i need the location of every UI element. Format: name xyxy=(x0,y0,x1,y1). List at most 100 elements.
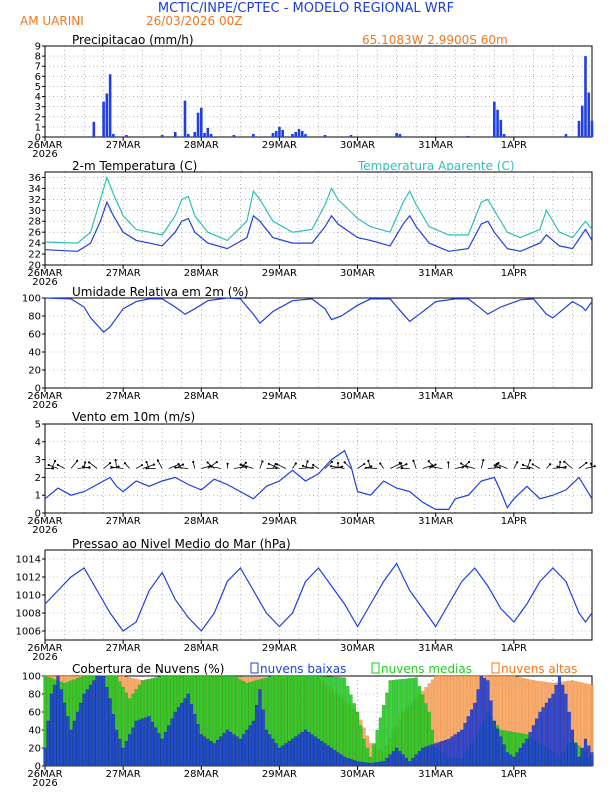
cloud-bar-nuvens-baixas xyxy=(316,738,321,767)
cloud-bar-nuvens-baixas xyxy=(476,689,480,767)
x-tick-sublabel: 2026 xyxy=(32,778,57,789)
cloud-bar-nuvens-baixas xyxy=(163,732,168,767)
cloud-bar-nuvens-baixas xyxy=(453,734,457,767)
cloud-bar-nuvens-baixas xyxy=(284,743,288,767)
x-tick-sublabel: 2026 xyxy=(32,277,57,288)
cloud-bar-nuvens-baixas xyxy=(167,725,171,767)
y-tick-label: 5 xyxy=(35,82,41,93)
cloud-bar-nuvens-baixas xyxy=(522,743,526,767)
x-tick-sublabel: 2026 xyxy=(32,149,57,160)
x-tick-sublabel: 2026 xyxy=(32,400,57,411)
y-tick-label: 9 xyxy=(35,42,41,53)
cloud-bar-nuvens-baixas xyxy=(287,741,291,767)
wind-arrow-head xyxy=(152,463,156,466)
wind-arrow-head xyxy=(261,460,264,463)
wind-arrow xyxy=(168,464,179,469)
wind-arrow-head xyxy=(329,465,333,468)
y-tick-label: 4 xyxy=(35,92,41,103)
cloud-bar-nuvens-baixas xyxy=(375,762,379,767)
cloud-bar-nuvens-baixas xyxy=(147,716,151,767)
cloud-bar-nuvens-medias xyxy=(352,703,356,767)
cloud-bar-nuvens-baixas xyxy=(466,716,470,767)
cloud-bar-nuvens-baixas xyxy=(365,762,369,767)
precip-bar xyxy=(466,135,470,137)
precip-bar xyxy=(493,101,496,137)
cloud-bar-nuvens-medias xyxy=(404,678,408,767)
cloud-bar-nuvens-baixas xyxy=(242,734,246,767)
cloud-bar-nuvens-baixas xyxy=(561,684,565,767)
y-tick-label: 2 xyxy=(35,473,41,484)
cloud-bar-nuvens-medias xyxy=(401,679,405,767)
x-tick-label: 29MAR xyxy=(262,140,297,151)
wind-arrow xyxy=(305,461,308,469)
wind-arrow-head xyxy=(367,459,370,462)
precip-bar xyxy=(183,100,187,137)
cloud-bar-nuvens-baixas xyxy=(414,754,418,767)
wind-arrow-head xyxy=(276,463,279,466)
wind-arrow-head xyxy=(51,467,55,470)
x-tick-label: 1APR xyxy=(501,643,527,654)
y-tick-label: 3 xyxy=(35,102,41,113)
wind-arrow-head xyxy=(467,460,471,464)
wind-arrow-head xyxy=(174,466,177,469)
cloud-bar-nuvens-baixas xyxy=(531,725,535,767)
cloud-bar-nuvens-medias xyxy=(356,711,360,767)
cloud-bar-nuvens-baixas xyxy=(535,718,539,767)
precip-title: Precipitacao (mm/h) xyxy=(72,33,194,47)
x-tick-label: 28MAR xyxy=(184,268,219,279)
wind-arrow xyxy=(124,462,130,469)
wind-arrow xyxy=(157,460,163,469)
wind-arrow-head xyxy=(363,462,366,466)
cloud-bar-nuvens-baixas xyxy=(437,742,441,767)
precip-bar xyxy=(125,134,128,137)
x-tick-label: 28MAR xyxy=(184,769,219,780)
wind-arrow xyxy=(367,460,371,469)
cloud-bar-nuvens-baixas xyxy=(232,734,236,767)
y-tick-label: 0 xyxy=(35,509,41,520)
cloud-bar-nuvens-baixas xyxy=(251,720,255,767)
precip-bar xyxy=(160,134,164,137)
wind-arrow-head xyxy=(521,463,525,466)
cloud-bar-nuvens-baixas xyxy=(255,705,259,767)
cloud-bar-nuvens-baixas xyxy=(499,736,503,767)
wind-arrow-head xyxy=(593,465,596,468)
x-tick-label: 26MAR xyxy=(27,268,62,279)
x-tick-label: 30MAR xyxy=(340,643,375,654)
x-tick-label: 28MAR xyxy=(184,391,219,402)
cloud-bar-nuvens-baixas xyxy=(313,736,317,767)
wind-arrow-head xyxy=(311,466,314,469)
wind-arrow-head xyxy=(312,463,315,467)
cloud-bar-nuvens-baixas xyxy=(183,698,187,767)
cloud-bar-nuvens-baixas xyxy=(128,734,132,767)
precip-bar xyxy=(294,131,298,137)
cloud-bar-nuvens-baixas xyxy=(229,732,233,767)
cloud-bar-nuvens-baixas xyxy=(473,702,477,767)
x-tick-sublabel: 2026 xyxy=(32,525,57,536)
wind-arrow xyxy=(494,465,502,469)
wind-arrow xyxy=(192,461,196,469)
wind-arrow xyxy=(135,464,143,469)
cloud-bar-nuvens-baixas xyxy=(385,757,389,767)
cloud-bar-nuvens-medias xyxy=(408,678,412,767)
precip-bar xyxy=(304,133,307,137)
cloud-bar-nuvens-baixas xyxy=(245,729,249,767)
cloud-bar-nuvens-baixas xyxy=(154,727,158,767)
wind-arrow xyxy=(331,466,343,469)
wind-arrow xyxy=(115,460,118,469)
cloud-bar-nuvens-baixas xyxy=(59,689,63,767)
wind-arrow xyxy=(585,465,595,469)
cloud-bar-nuvens-medias xyxy=(349,694,353,767)
wind-arrow xyxy=(496,463,508,469)
cloud-bar-nuvens-baixas xyxy=(502,744,506,767)
cloud-bar-nuvens-baixas xyxy=(264,729,268,767)
cloud-bar-nuvens-baixas xyxy=(219,736,223,767)
y-tick-label: 0 xyxy=(35,133,41,144)
cloud-bar-nuvens-baixas xyxy=(297,734,301,767)
wind-arrow-head xyxy=(556,465,559,468)
cloud-bar-nuvens-baixas xyxy=(170,718,174,767)
x-tick-label: 31MAR xyxy=(418,140,453,151)
wind-arrow-head xyxy=(301,464,305,467)
precip-bar xyxy=(274,130,278,137)
